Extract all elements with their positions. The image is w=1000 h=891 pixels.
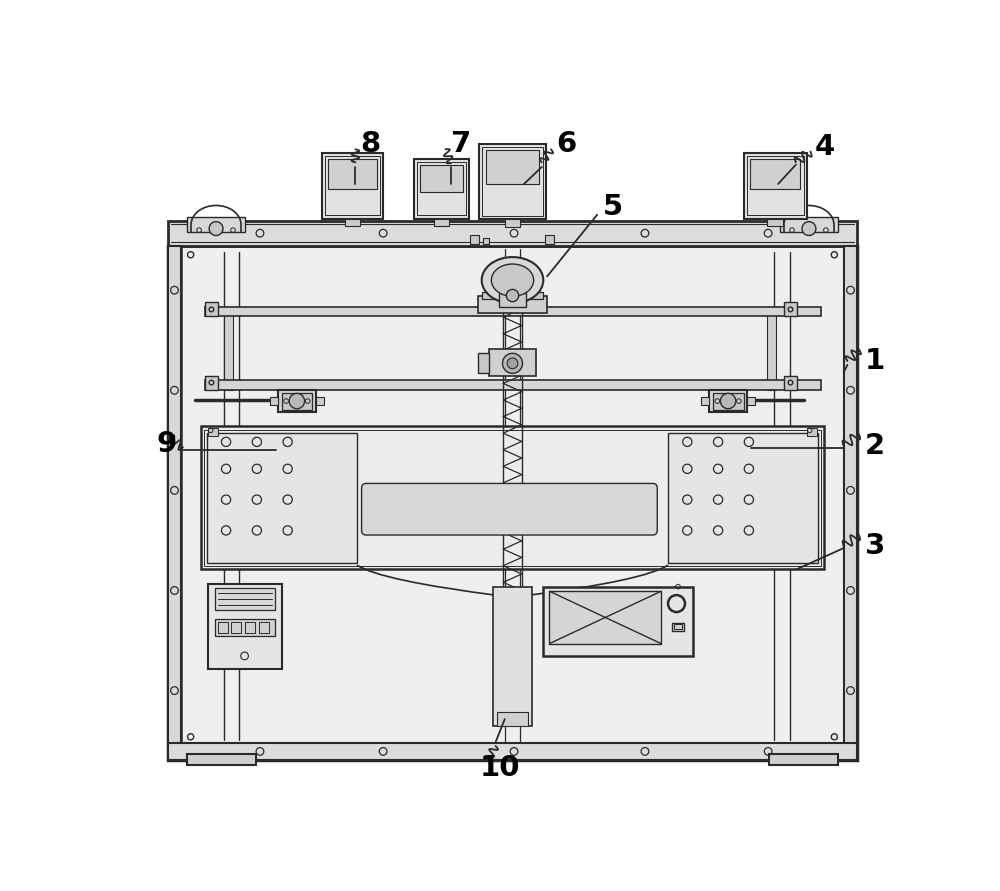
- Bar: [414, 159, 469, 218]
- Text: 5: 5: [603, 193, 623, 221]
- Bar: [545, 234, 554, 244]
- Bar: [497, 712, 528, 726]
- Bar: [479, 143, 546, 219]
- Bar: [780, 217, 838, 233]
- Bar: [549, 592, 661, 643]
- Bar: [208, 428, 218, 436]
- Circle shape: [502, 354, 523, 373]
- Bar: [205, 303, 218, 316]
- Bar: [486, 150, 539, 184]
- Bar: [205, 376, 218, 389]
- Bar: [784, 303, 797, 316]
- Bar: [215, 588, 275, 609]
- Bar: [215, 619, 275, 636]
- Bar: [328, 159, 377, 189]
- Circle shape: [802, 222, 816, 235]
- Bar: [482, 147, 543, 217]
- Bar: [282, 393, 312, 410]
- Bar: [713, 393, 744, 410]
- Circle shape: [506, 290, 519, 302]
- Text: 7: 7: [451, 130, 471, 158]
- Bar: [478, 296, 547, 313]
- FancyBboxPatch shape: [362, 484, 657, 535]
- Circle shape: [720, 393, 736, 409]
- Bar: [245, 622, 255, 633]
- Bar: [325, 156, 380, 216]
- Bar: [205, 307, 820, 316]
- Bar: [181, 246, 844, 746]
- Bar: [420, 166, 463, 192]
- Bar: [207, 433, 357, 563]
- Bar: [168, 246, 181, 746]
- Bar: [345, 218, 360, 226]
- Bar: [767, 218, 783, 226]
- Bar: [187, 217, 245, 233]
- Bar: [844, 246, 857, 746]
- Bar: [168, 743, 857, 760]
- Bar: [204, 429, 821, 566]
- Bar: [224, 307, 233, 389]
- Ellipse shape: [491, 264, 534, 297]
- Bar: [208, 584, 282, 669]
- Bar: [807, 428, 817, 436]
- Text: 10: 10: [480, 754, 521, 781]
- Bar: [483, 238, 489, 244]
- Text: 1: 1: [865, 347, 885, 375]
- Circle shape: [209, 222, 223, 235]
- Bar: [750, 159, 800, 189]
- Bar: [278, 390, 316, 412]
- Text: 8: 8: [360, 130, 380, 158]
- Circle shape: [507, 358, 518, 369]
- Bar: [270, 397, 278, 405]
- Bar: [674, 625, 682, 629]
- Bar: [543, 586, 693, 656]
- Bar: [316, 397, 324, 405]
- Bar: [434, 218, 449, 226]
- Bar: [709, 390, 747, 412]
- Ellipse shape: [482, 257, 543, 303]
- Bar: [744, 153, 807, 218]
- Bar: [784, 376, 797, 389]
- Bar: [231, 622, 241, 633]
- Bar: [187, 754, 256, 764]
- Bar: [417, 162, 466, 216]
- Bar: [482, 291, 543, 299]
- Bar: [701, 397, 709, 405]
- Bar: [259, 622, 269, 633]
- Bar: [218, 622, 228, 633]
- Bar: [168, 246, 857, 760]
- Bar: [493, 586, 532, 726]
- Bar: [767, 307, 776, 389]
- Bar: [205, 380, 820, 389]
- Bar: [168, 221, 857, 246]
- Text: 9: 9: [157, 430, 177, 458]
- Bar: [478, 354, 489, 372]
- Bar: [499, 293, 526, 307]
- Text: 4: 4: [815, 133, 835, 161]
- Bar: [747, 156, 804, 216]
- Bar: [489, 349, 536, 376]
- Text: 6: 6: [556, 130, 577, 158]
- Bar: [747, 397, 755, 405]
- Bar: [470, 234, 479, 244]
- Bar: [668, 433, 818, 563]
- Text: 2: 2: [865, 432, 885, 460]
- Text: 3: 3: [865, 532, 886, 560]
- Bar: [769, 754, 838, 764]
- Circle shape: [289, 393, 305, 409]
- Bar: [201, 427, 824, 569]
- Bar: [672, 623, 684, 631]
- Bar: [505, 219, 520, 227]
- Bar: [322, 153, 383, 218]
